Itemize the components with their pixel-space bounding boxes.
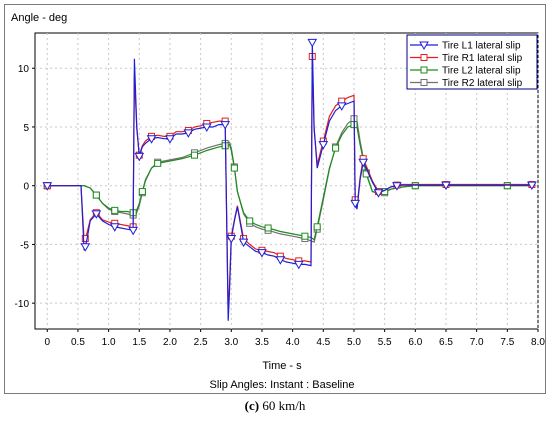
x-tick-labels: 0 0.5 1.0 1.5 2.0 2.5 3.0 3.5 4.0 4.5 5.0 5.5 6.0 6.5… [44, 329, 545, 348]
x-tick-label: 1.0 [102, 337, 116, 348]
y-tick-label: -10 [15, 299, 30, 310]
data-point [307, 38, 318, 48]
x-tick-label: 0.5 [71, 337, 85, 348]
x-tick-label: 3.0 [224, 337, 238, 348]
data-point [527, 181, 537, 191]
data-point [238, 238, 249, 248]
x-tick-label: 2.0 [163, 337, 177, 348]
legend-marker [420, 79, 428, 86]
data-point [332, 144, 340, 152]
x-tick-label: 7.5 [500, 337, 514, 348]
legend-label: Tire R1 lateral slip [442, 53, 523, 64]
data-point [373, 189, 384, 198]
data-point [190, 151, 198, 159]
chart-subtitle: Slip Angles: Instant : Baseline [210, 379, 355, 391]
data-point [301, 232, 309, 240]
caption-label: (c) [244, 398, 260, 413]
x-tick-label: 4.5 [316, 337, 330, 348]
slip-angle-chart: Angle - deg -10 -5 0 5 10 0 0.5 1.0 1.5 2.0 2.5 3.… [11, 12, 545, 391]
x-tick-label: 1.5 [132, 337, 146, 348]
legend-marker [420, 66, 428, 74]
data-point [92, 191, 100, 199]
legend-label: Tire L1 lateral slip [442, 41, 521, 52]
data-point [81, 235, 89, 243]
data-point [246, 217, 254, 225]
data-point [80, 243, 91, 252]
x-tick-label: 8.0 [531, 337, 545, 348]
legend-label: Tire R2 lateral slip [442, 78, 523, 89]
data-point [165, 135, 175, 144]
x-tick-label: 3.5 [255, 337, 269, 348]
data-point [257, 249, 267, 258]
y-tick-label: 10 [18, 64, 30, 75]
data-point [392, 182, 402, 191]
data-point [220, 121, 231, 130]
x-tick-label: 5.0 [347, 337, 361, 348]
data-point [226, 235, 237, 244]
data-point [138, 188, 146, 196]
x-tick-label: 7.0 [470, 337, 484, 348]
x-tick-label: 6.0 [408, 337, 422, 348]
legend-box [406, 34, 538, 90]
x-tick-label: 2.5 [194, 337, 208, 348]
data-point [230, 164, 238, 172]
chart-frame: Angle - deg -10 -5 0 5 10 0 0.5 1.0 1.5 2.0 2.5 3.… [4, 4, 546, 394]
series-lines [42, 38, 537, 321]
data-point [293, 260, 304, 270]
figure-caption: (c) 60 km/h [0, 398, 550, 414]
data-point [350, 199, 361, 209]
data-point [91, 210, 102, 219]
y-tick-label: 5 [23, 123, 29, 134]
y-tick-label: 0 [23, 182, 29, 193]
grid-lines [35, 33, 539, 329]
x-axis-label: Time - s [262, 360, 302, 372]
data-point [318, 141, 329, 150]
x-tick-label: 4.0 [286, 337, 300, 348]
data-point [134, 152, 145, 162]
data-point [42, 182, 53, 191]
data-point [441, 181, 451, 191]
y-axis-label: Angle - deg [11, 12, 67, 24]
x-tick-label: 0 [44, 337, 50, 348]
caption-text: 60 km/h [259, 398, 306, 413]
legend-label: Tire L2 lateral slip [442, 66, 521, 77]
data-point [336, 102, 347, 111]
legend-marker [420, 54, 428, 61]
data-point [146, 135, 157, 144]
legend-marker [419, 41, 429, 51]
data-point [313, 223, 321, 231]
x-tick-label: 5.5 [378, 337, 392, 348]
data-point [128, 226, 139, 236]
y-tick-label: -5 [20, 240, 29, 251]
data-point [154, 159, 162, 167]
y-tick-labels: -10 -5 0 5 10 [15, 64, 35, 310]
data-point [275, 256, 286, 265]
data-point [264, 224, 272, 232]
data-point [111, 206, 119, 214]
data-point [358, 158, 369, 168]
x-tick-label: 6.5 [439, 337, 453, 348]
series-0 [42, 38, 537, 321]
data-point [201, 123, 212, 132]
data-point [109, 223, 120, 232]
data-point [183, 129, 194, 138]
